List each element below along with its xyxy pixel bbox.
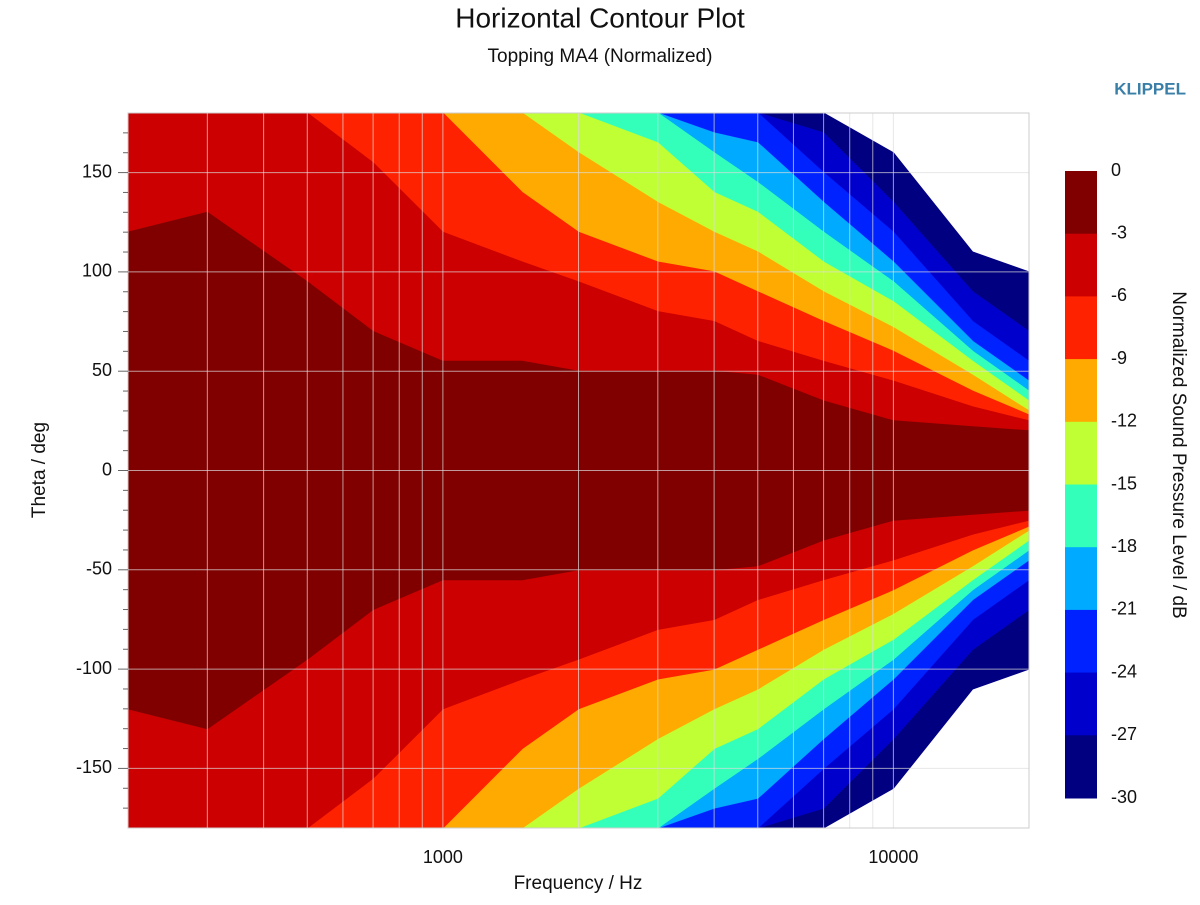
colorbar-tick-label: -21 xyxy=(1111,599,1137,619)
y-tick-label: 50 xyxy=(92,360,112,380)
y-tick-label: -50 xyxy=(86,559,112,579)
colorbar-tick-label: 0 xyxy=(1111,160,1121,180)
colorbar-band xyxy=(1065,735,1097,799)
y-tick-label: -150 xyxy=(76,757,112,777)
colorbar-band xyxy=(1065,421,1097,485)
x-tick-label: 1000 xyxy=(423,847,463,867)
axes: -150 -100 -50 0 50 100 150 1000 10000 0 -3 -6 -9 -12 -… xyxy=(76,112,1137,867)
x-axis-label: Frequency / Hz xyxy=(514,873,643,894)
y-tick-label: -100 xyxy=(76,658,112,678)
brand: KLIPPEL xyxy=(1114,79,1186,98)
colorbar-band xyxy=(1065,672,1097,736)
colorbar-band xyxy=(1065,171,1097,235)
colorbar-label: Normalized Sound Pressure Level / dB xyxy=(1168,291,1189,618)
chart-subtitle: Topping MA4 (Normalized) xyxy=(488,46,713,67)
y-axis-label: Theta / deg xyxy=(29,422,50,518)
x-tick-label: 10000 xyxy=(868,847,918,867)
colorbar-tick-label: -24 xyxy=(1111,661,1137,681)
colorbar-tick-label: -15 xyxy=(1111,473,1137,493)
chart-title: Horizontal Contour Plot xyxy=(455,2,745,33)
colorbar-band xyxy=(1065,233,1097,297)
colorbar-tick-label: -30 xyxy=(1111,787,1137,807)
colorbar-tick-label: -9 xyxy=(1111,348,1127,368)
colorbar-tick-label: -27 xyxy=(1111,724,1137,744)
y-tick-label: 100 xyxy=(82,261,112,281)
colorbar-band xyxy=(1065,359,1097,423)
colorbar-tick-label: -6 xyxy=(1111,285,1127,305)
colorbar-tick-label: -12 xyxy=(1111,411,1137,431)
y-tick-label: 150 xyxy=(82,161,112,181)
y-tick-label: 0 xyxy=(102,459,112,479)
colorbar-tick-label: -3 xyxy=(1111,222,1127,242)
colorbar-band xyxy=(1065,609,1097,674)
colorbar-tick-label: -18 xyxy=(1111,536,1137,556)
colorbar-band xyxy=(1065,547,1097,611)
colorbar-band xyxy=(1065,296,1097,360)
colorbar-band xyxy=(1065,484,1097,548)
